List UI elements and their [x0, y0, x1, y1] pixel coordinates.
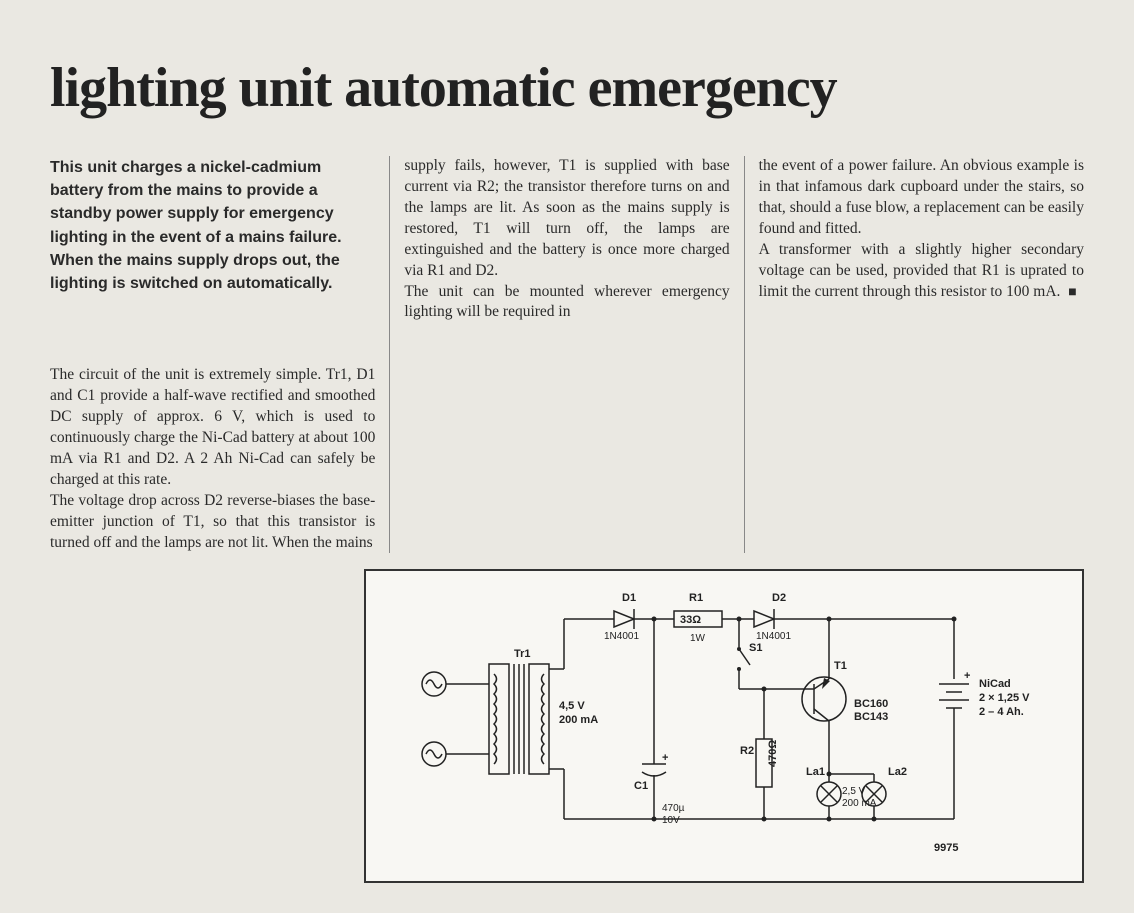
la2-label: La2 — [888, 766, 907, 778]
column-3: the event of a power failure. An obvious… — [744, 156, 1084, 553]
c1-value: 470µ — [662, 803, 685, 814]
svg-text:+: + — [662, 752, 668, 764]
t1-types: BC160BC143 — [854, 698, 888, 723]
r2-label: R2 — [740, 745, 754, 757]
tr1-voltage: 4,5 V — [559, 700, 585, 712]
batt-cap: 2 – 4 Ah. — [979, 706, 1024, 718]
r1-label: R1 — [689, 592, 703, 604]
column-1: This unit charges a nickel-cadmium batte… — [50, 156, 389, 553]
r2-value: 470Ω — [767, 740, 779, 767]
s1-label: S1 — [749, 642, 762, 654]
text-columns: This unit charges a nickel-cadmium batte… — [50, 156, 1084, 553]
batt-cells: 2 × 1,25 V — [979, 692, 1030, 704]
schematic-figure: Tr1 4,5 V 200 mA D1 — [364, 569, 1084, 883]
column-2: supply fails, however, T1 is supplied wi… — [389, 156, 743, 553]
schematic-svg: Tr1 4,5 V 200 mA D1 — [394, 589, 1054, 869]
d2-type: 1N4001 — [756, 631, 791, 642]
c1-label: C1 — [634, 780, 648, 792]
r1-power: 1W — [690, 633, 706, 644]
end-marker-icon: ■ — [1068, 285, 1076, 300]
intro-paragraph: This unit charges a nickel-cadmium batte… — [50, 156, 375, 295]
tr1-current: 200 mA — [559, 714, 598, 726]
t1-label: T1 — [834, 660, 847, 672]
col2-body: supply fails, however, T1 is supplied wi… — [404, 156, 729, 323]
col3-body: the event of a power failure. An obvious… — [759, 156, 1084, 302]
page-title: lighting unit automatic emergency — [50, 60, 1084, 116]
lamp-v: 2,5 V — [842, 786, 866, 797]
r1-value: 33Ω — [680, 614, 701, 626]
d1-type: 1N4001 — [604, 631, 639, 642]
batt-label: NiCad — [979, 678, 1011, 690]
batt-plus: + — [964, 670, 970, 682]
la1-label: La1 — [806, 766, 825, 778]
figure-id: 9975 — [934, 842, 958, 854]
c1-voltage: 10V — [662, 815, 680, 826]
d1-label: D1 — [622, 592, 636, 604]
lamp-i: 200 mA — [842, 798, 877, 809]
col1-body: The circuit of the unit is extremely sim… — [50, 365, 375, 553]
tr1-label: Tr1 — [514, 648, 531, 660]
d2-label: D2 — [772, 592, 786, 604]
